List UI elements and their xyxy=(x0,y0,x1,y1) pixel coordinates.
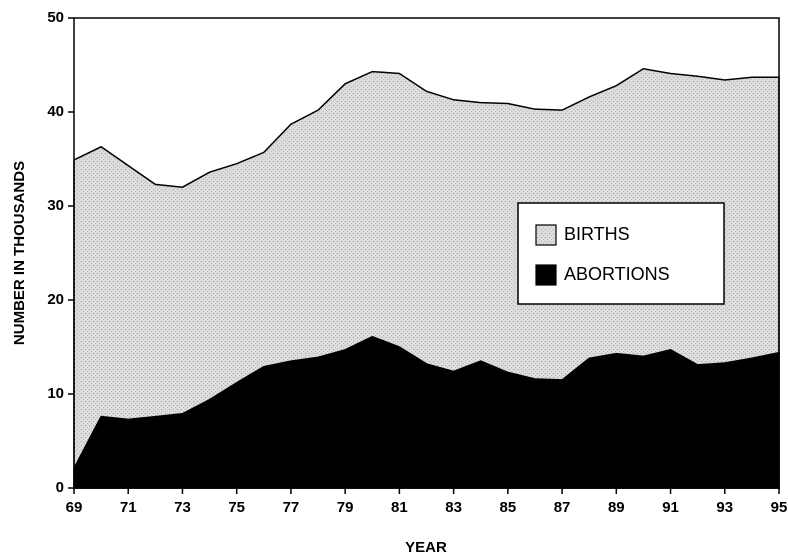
legend-swatch xyxy=(535,264,557,286)
x-tick-label: 73 xyxy=(174,499,191,516)
x-tick-label: 75 xyxy=(228,499,245,516)
y-tick-label: 0 xyxy=(56,479,64,496)
x-tick-label: 93 xyxy=(716,499,733,516)
x-tick-label: 85 xyxy=(500,499,517,516)
x-tick-label: 77 xyxy=(283,499,300,516)
legend-box xyxy=(517,202,725,305)
y-tick-label: 50 xyxy=(47,9,64,26)
area xyxy=(73,335,780,489)
x-tick-label: 69 xyxy=(66,499,83,516)
legend-swatch xyxy=(535,224,557,246)
y-axis-label: NUMBER IN THOUSANDS xyxy=(11,161,28,345)
x-tick-label: 81 xyxy=(391,499,408,516)
x-tick-label: 91 xyxy=(662,499,679,516)
x-tick-label: 83 xyxy=(445,499,462,516)
x-tick-label: 71 xyxy=(120,499,137,516)
x-tick-label: 79 xyxy=(337,499,354,516)
y-tick-label: 40 xyxy=(47,103,64,120)
x-tick-label: 89 xyxy=(608,499,625,516)
x-axis-label: YEAR xyxy=(405,539,447,556)
x-tick-label: 95 xyxy=(771,499,788,516)
y-tick-label: 10 xyxy=(47,385,64,402)
y-tick-label: 30 xyxy=(47,197,64,214)
legend-label: ABORTIONS xyxy=(564,264,670,284)
plot-frame xyxy=(73,17,780,489)
y-tick-label: 20 xyxy=(47,291,64,308)
x-tick-label: 87 xyxy=(554,499,571,516)
legend-label: BIRTHS xyxy=(564,224,630,244)
